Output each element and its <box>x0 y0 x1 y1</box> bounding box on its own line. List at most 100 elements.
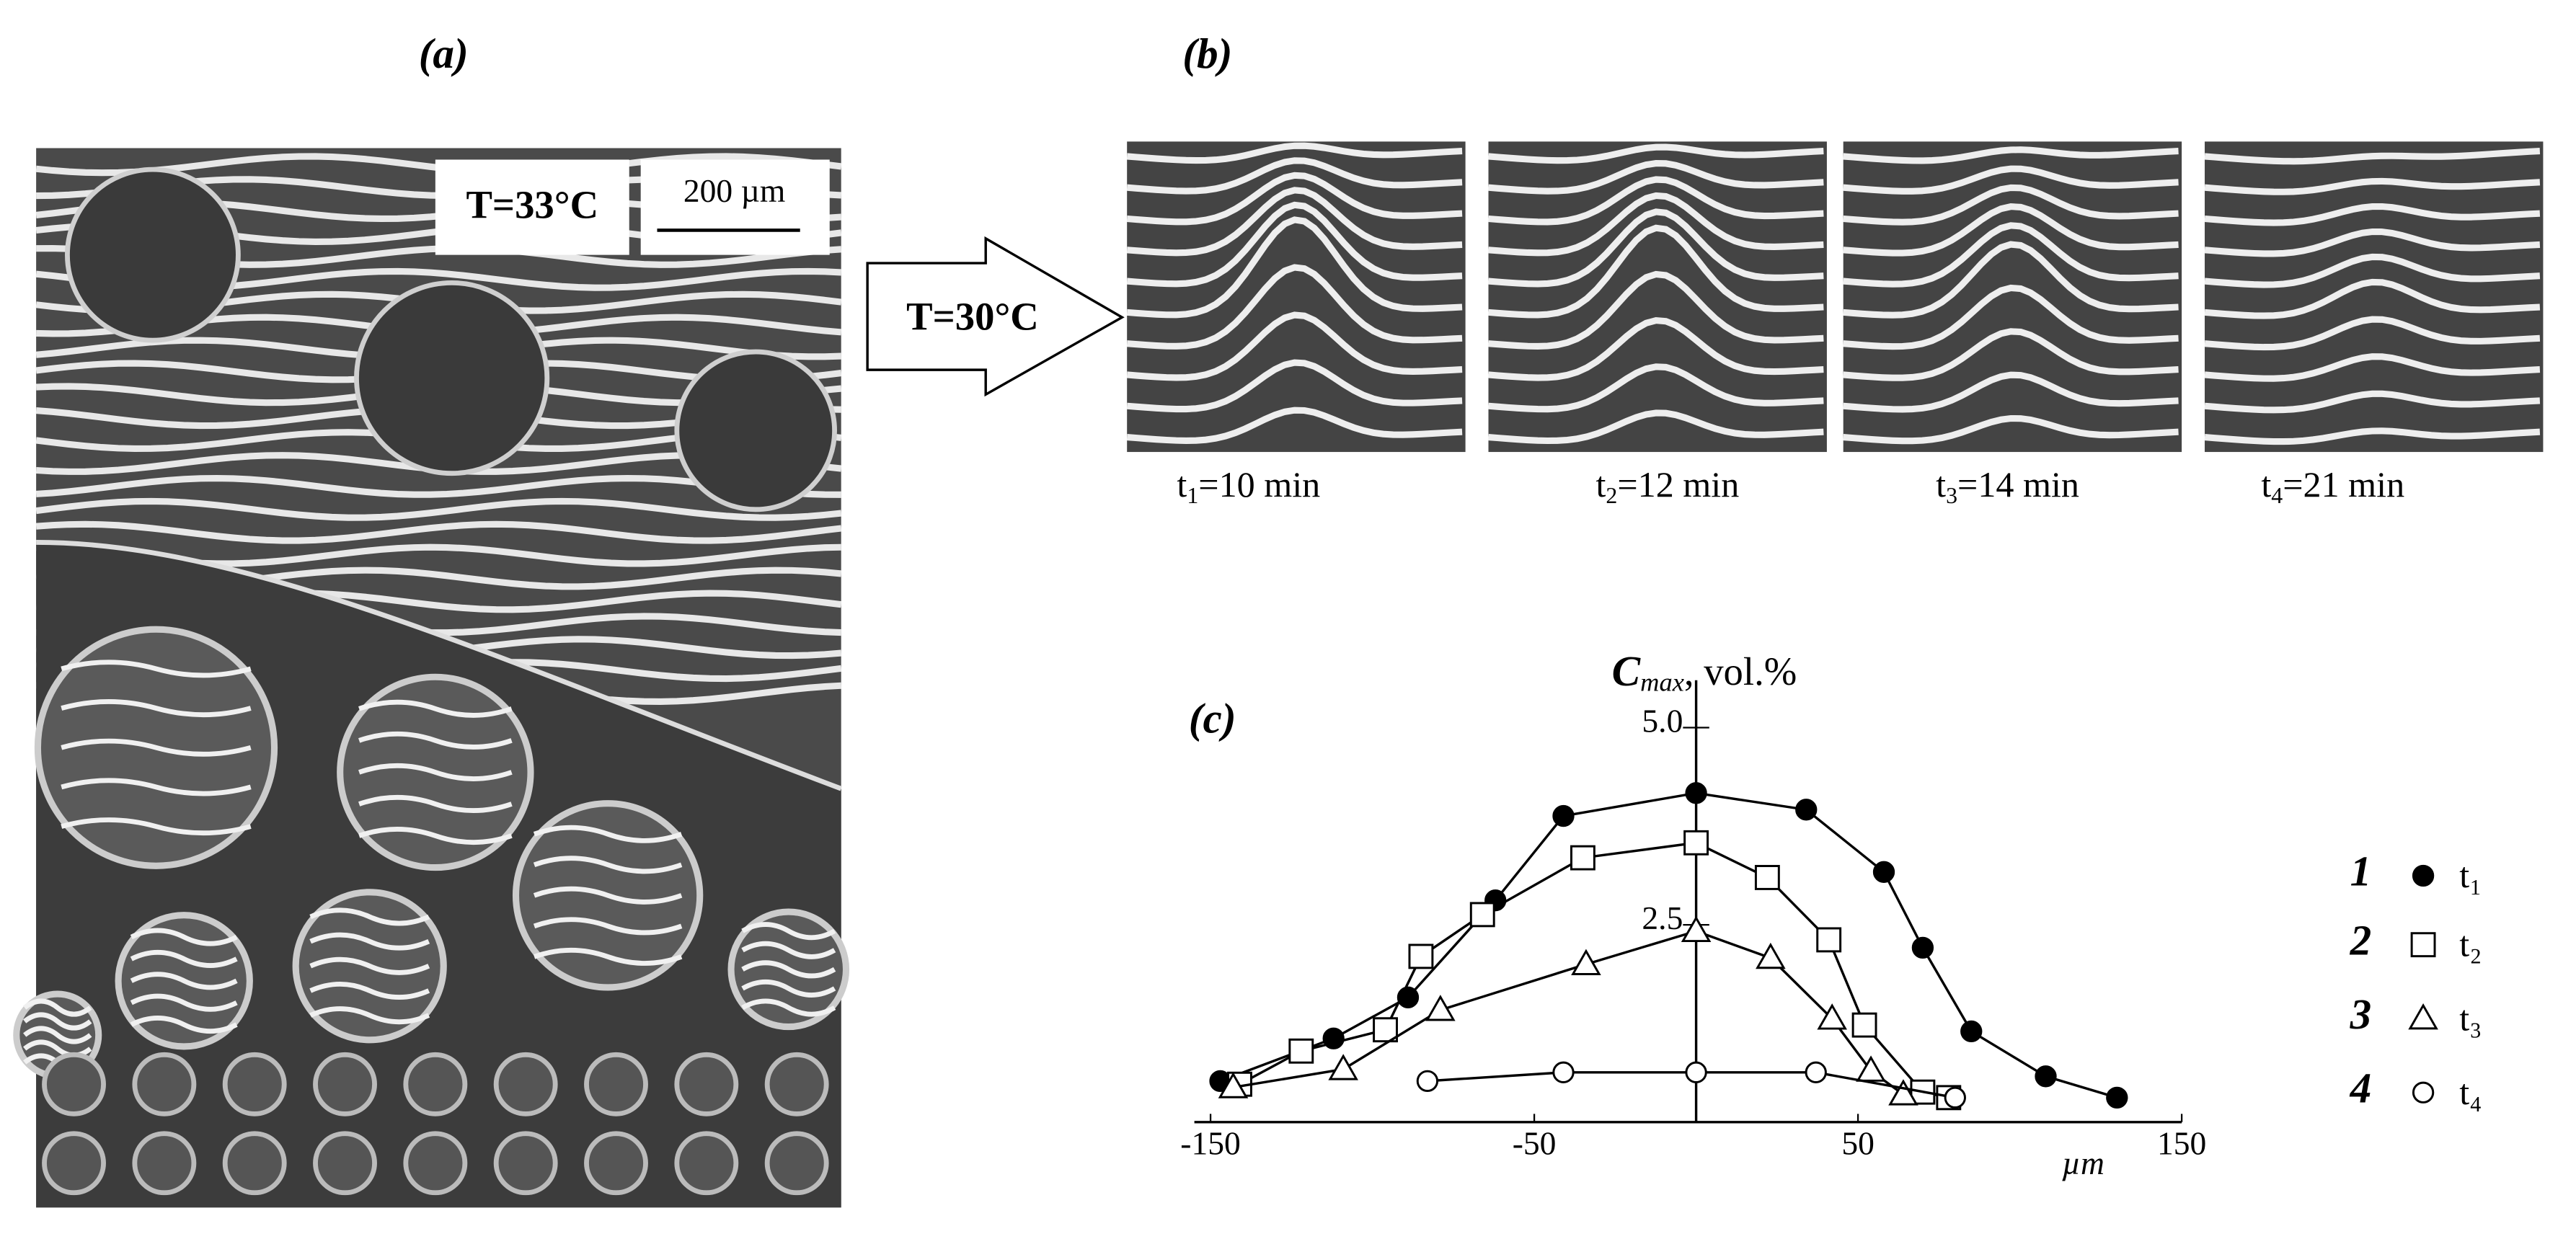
droplet <box>674 1052 739 1116</box>
data-point <box>2106 1086 2128 1109</box>
data-point <box>1817 1003 1847 1030</box>
caption-value: =10 min <box>1198 464 1320 505</box>
fringe <box>1843 241 2179 319</box>
fringe <box>741 980 836 998</box>
fringe <box>61 778 252 796</box>
fringe <box>358 763 513 781</box>
fringe <box>358 731 513 750</box>
data-point <box>1570 845 1595 871</box>
fringe <box>741 941 836 959</box>
fringe <box>1126 264 1463 350</box>
caption-subscript: 2 <box>1606 483 1617 508</box>
legend-label: t₃ <box>2459 998 2482 1038</box>
legend-number: 1 <box>2350 848 2372 895</box>
panel-label: (b) <box>1182 30 1232 77</box>
fringe <box>1843 146 2179 164</box>
fringe <box>309 1006 430 1025</box>
fringe <box>1488 208 1824 288</box>
label-box <box>435 159 629 255</box>
fringe <box>1126 201 1463 288</box>
fringe <box>1126 359 1463 413</box>
panel-label: (a) <box>419 30 469 77</box>
y-tick-label: 2.5 <box>1642 900 1683 936</box>
data-point <box>1683 830 1709 856</box>
fringe <box>2204 427 2541 445</box>
arrow-label: T=30°C <box>906 294 1039 338</box>
data-point <box>1685 782 1707 804</box>
fringe <box>61 738 252 757</box>
y-axis-label: Cmax, vol.% <box>1612 647 1797 697</box>
fringe <box>358 795 513 813</box>
droplet <box>403 1052 468 1116</box>
fringe <box>1126 187 1463 257</box>
fringe <box>1488 160 1824 195</box>
data-point <box>1888 1079 1918 1106</box>
droplet <box>493 1052 558 1116</box>
scale-box <box>640 159 830 255</box>
data-point <box>1416 1070 1439 1093</box>
fringe <box>1843 371 2179 413</box>
droplet <box>493 1131 558 1196</box>
caption: t1=10 min <box>1177 464 1320 509</box>
fringe <box>61 699 252 718</box>
data-point <box>1754 865 1780 890</box>
legend-number: 4 <box>2350 1064 2372 1111</box>
legend-marker <box>2410 932 2436 958</box>
caption-symbol: t <box>1595 464 1606 505</box>
y-tick-label: 5.0 <box>1642 702 1683 739</box>
fringe <box>1488 143 1824 164</box>
caption-subscript: 3 <box>1946 483 1957 508</box>
fringe <box>23 1012 92 1031</box>
data-point <box>1681 915 1712 943</box>
fringe <box>1488 176 1824 226</box>
caption: t4=21 min <box>2261 464 2404 509</box>
fringe <box>2204 390 2541 414</box>
droplet <box>313 1131 377 1196</box>
caption-subscript: 1 <box>1187 483 1198 508</box>
legend-marker <box>2408 1003 2438 1030</box>
fringe <box>1126 216 1463 319</box>
data-point <box>2035 1065 2057 1088</box>
fringe <box>533 825 683 843</box>
fringe <box>741 922 836 941</box>
caption-symbol: t <box>1936 464 1946 505</box>
fringe <box>1488 317 1824 381</box>
data-point <box>1685 1061 1707 1083</box>
fringe <box>2204 228 2541 257</box>
fringe <box>2204 148 2541 165</box>
x-tick-label: 150 <box>2157 1124 2206 1161</box>
data-point <box>1218 1072 1249 1098</box>
temperature-label: T=33°C <box>466 182 598 226</box>
fringe <box>1126 407 1463 444</box>
fringe <box>358 827 513 845</box>
droplet <box>132 1052 197 1116</box>
micrograph-series: t1=10 min t2=12 min t3=14 min t4=21 min <box>1126 141 2544 509</box>
fringe <box>2204 253 2541 288</box>
fringe <box>130 993 238 1012</box>
fringe <box>309 932 430 951</box>
fringe <box>2204 278 2541 319</box>
data-point <box>1373 1017 1398 1043</box>
data-point <box>1872 861 1895 883</box>
fringe <box>1843 203 2179 257</box>
fringe <box>309 981 430 1000</box>
fringe <box>1126 311 1463 381</box>
droplet <box>674 1131 739 1196</box>
y-label-unit: , vol.% <box>1684 649 1797 693</box>
fringe <box>35 497 842 521</box>
legend-label: t₄ <box>2459 1072 2482 1112</box>
droplet <box>65 166 241 343</box>
fringe <box>35 520 842 544</box>
fringe <box>1126 142 1463 164</box>
data-point <box>1408 943 1434 969</box>
fringe <box>130 950 238 968</box>
data-point <box>1944 1086 1966 1109</box>
legend-marker <box>2412 864 2435 887</box>
fringe <box>1843 414 2179 445</box>
droplet <box>313 1052 377 1116</box>
fringe <box>1488 224 1824 319</box>
data-point <box>1552 1061 1575 1083</box>
fringe <box>1843 222 2179 288</box>
